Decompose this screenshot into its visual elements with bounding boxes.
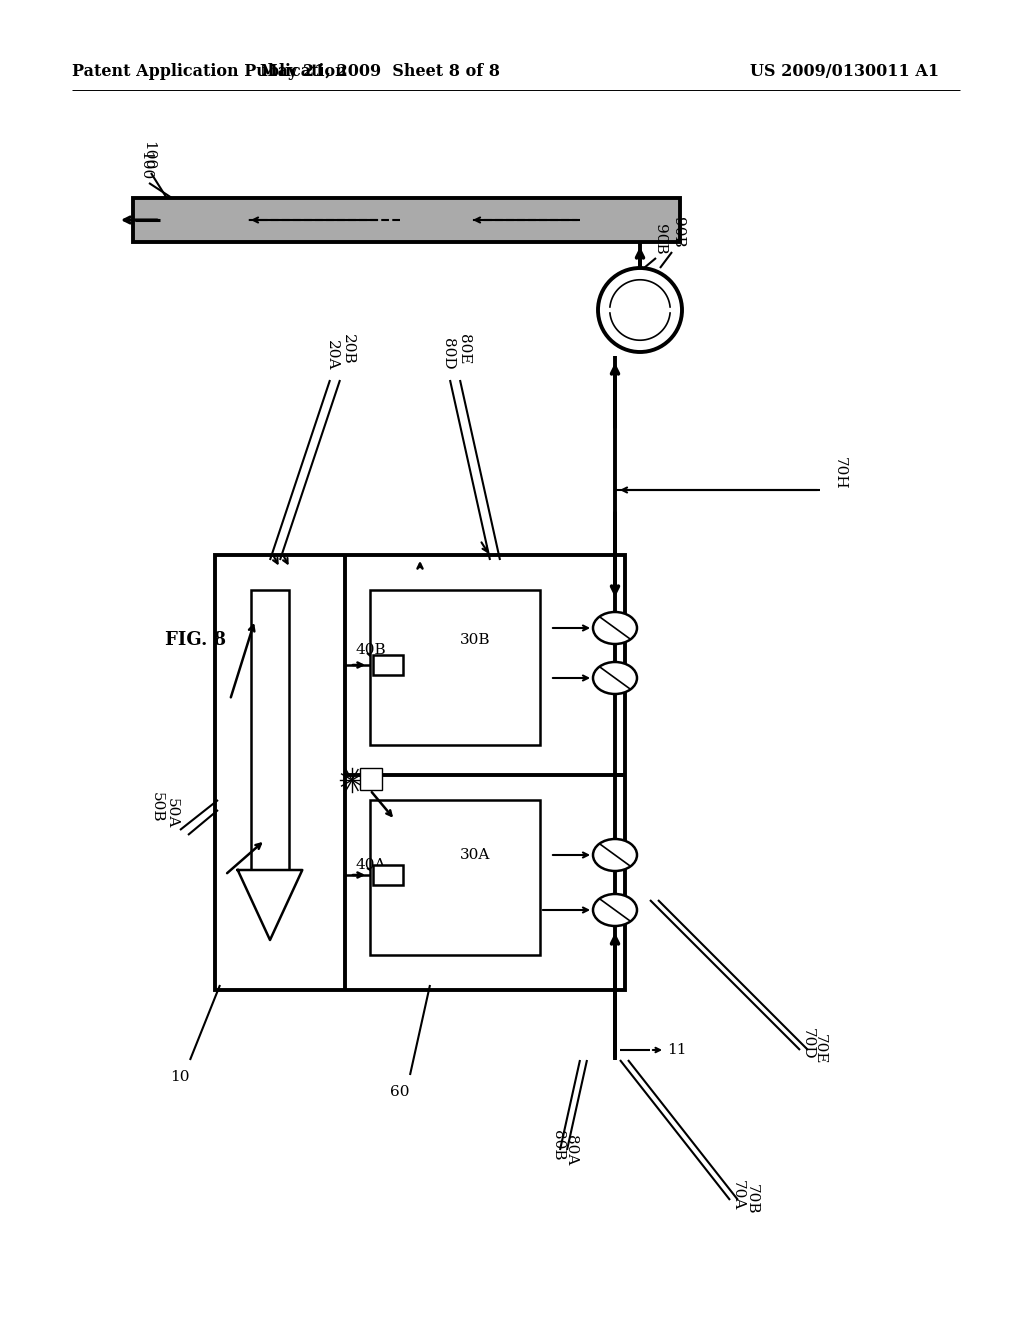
Text: 70E: 70E: [813, 1035, 827, 1065]
Text: US 2009/0130011 A1: US 2009/0130011 A1: [750, 63, 939, 81]
Bar: [215, 554, 625, 990]
Text: 70D: 70D: [801, 1028, 815, 1060]
Text: 20A: 20A: [325, 339, 339, 370]
Bar: [370, 800, 540, 954]
Text: 80A: 80A: [564, 1135, 578, 1166]
Bar: [133, 198, 680, 242]
Text: Patent Application Publication: Patent Application Publication: [72, 63, 347, 81]
Text: 80B: 80B: [551, 1130, 565, 1160]
Ellipse shape: [593, 663, 637, 694]
Ellipse shape: [593, 894, 637, 927]
Bar: [370, 590, 540, 744]
Text: 50B: 50B: [150, 792, 164, 822]
Text: 30A: 30A: [460, 847, 490, 862]
Text: 100: 100: [138, 150, 152, 180]
Text: 70B: 70B: [745, 1184, 759, 1214]
Text: 90B: 90B: [671, 218, 685, 248]
Text: 11: 11: [667, 1043, 686, 1057]
Text: 70H: 70H: [833, 457, 847, 490]
Text: 50A: 50A: [165, 797, 179, 828]
Text: 100: 100: [141, 141, 155, 170]
Text: 80D: 80D: [441, 338, 455, 370]
Text: 10: 10: [170, 1071, 189, 1084]
Bar: [360, 768, 382, 789]
Text: FIG. 8: FIG. 8: [165, 631, 226, 649]
Text: 20B: 20B: [341, 334, 355, 366]
Bar: [251, 590, 289, 870]
Circle shape: [598, 268, 682, 352]
Text: 30B: 30B: [460, 634, 490, 647]
Text: 40A: 40A: [355, 858, 385, 873]
Polygon shape: [238, 870, 302, 940]
Bar: [373, 865, 403, 884]
Text: May 21, 2009  Sheet 8 of 8: May 21, 2009 Sheet 8 of 8: [260, 63, 500, 81]
Bar: [373, 655, 403, 675]
Text: 60: 60: [390, 1085, 410, 1100]
Text: 40B: 40B: [355, 643, 386, 657]
Ellipse shape: [593, 840, 637, 871]
Text: 90B: 90B: [653, 224, 667, 255]
Ellipse shape: [593, 612, 637, 644]
Text: 70A: 70A: [731, 1180, 745, 1210]
Text: 80E: 80E: [457, 334, 471, 366]
